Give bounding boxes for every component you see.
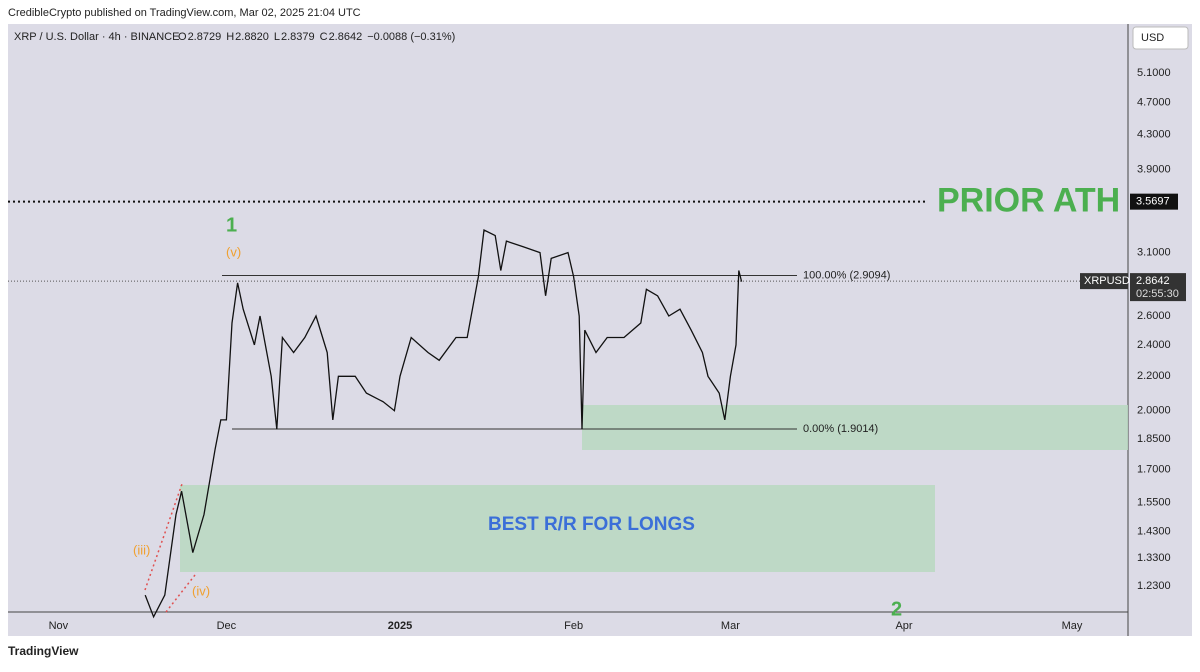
change: −0.0088 (−0.31%)	[367, 31, 455, 43]
ohlc-key: C	[320, 31, 328, 43]
y-tick-label: 2.6000	[1137, 310, 1171, 322]
byline: CredibleCrypto published on TradingView.…	[8, 7, 361, 19]
long-zone	[180, 485, 935, 572]
currency-button[interactable]	[1132, 26, 1189, 50]
wave-label: 1	[226, 214, 237, 236]
y-tick-label: 1.7000	[1137, 463, 1171, 475]
y-tick-label: 2.0000	[1137, 405, 1171, 417]
wave-label: (iv)	[192, 583, 210, 598]
fib-label: 100.00% (2.9094)	[803, 269, 890, 281]
ohlc-key: H	[226, 31, 234, 43]
y-tick-label: 4.7000	[1137, 96, 1171, 108]
x-tick-label: Mar	[721, 620, 740, 632]
last-price-box	[1130, 273, 1186, 302]
wave-label: (iii)	[133, 542, 150, 557]
wave-label: 2	[891, 598, 902, 620]
y-tick-label: 1.5500	[1137, 497, 1171, 509]
y-tick-label: 5.1000	[1137, 67, 1171, 79]
countdown: 02:55:30	[1136, 288, 1179, 300]
ath-text: PRIOR ATH	[937, 182, 1120, 220]
y-tick-label: 2.4000	[1137, 339, 1171, 351]
ath-box	[1130, 193, 1178, 210]
symbol: XRP / U.S. Dollar · 4h · BINANCE	[14, 31, 179, 43]
y-tick-label: 2.2000	[1137, 370, 1171, 382]
y-tick-label: 4.3000	[1137, 128, 1171, 140]
y-tick-label: 3.9000	[1137, 164, 1171, 176]
x-tick-label: Apr	[895, 620, 912, 632]
ohlc-key: L	[274, 31, 280, 43]
x-tick-label: Dec	[217, 620, 237, 632]
y-tick-label: 3.1000	[1137, 246, 1171, 258]
ath-label: 3.5697	[1136, 196, 1170, 208]
last-name: XRPUSD	[1084, 275, 1130, 287]
y-tick-label: 1.4300	[1137, 526, 1171, 538]
ohlc-value: 2.8642	[329, 31, 363, 43]
support-zone	[582, 405, 1128, 450]
ohlc: O 2.8729 H 2.8820 L 2.8379 C 2.8642 −0.0088 (−0.…	[178, 31, 455, 43]
ohlc-value: 2.8820	[235, 31, 269, 43]
y-tick-label: 1.2300	[1137, 580, 1171, 592]
y-tick-label: 1.8500	[1137, 433, 1171, 445]
x-tick-label: Nov	[49, 620, 69, 632]
trend-line	[144, 483, 183, 591]
ohlc-value: 2.8379	[281, 31, 315, 43]
x-tick-label: May	[1062, 620, 1083, 632]
currency[interactable]: USD	[1141, 32, 1164, 44]
footer: TradingView	[8, 644, 79, 658]
x-tick-label: Feb	[564, 620, 583, 632]
last-price-label: 2.8642	[1136, 275, 1170, 287]
ohlc-key: O	[178, 31, 187, 43]
zone-label: BEST R/R FOR LONGS	[488, 514, 695, 535]
fib-label: 0.00% (1.9014)	[803, 423, 878, 435]
last-name-box	[1080, 273, 1128, 290]
ohlc-value: 2.8729	[188, 31, 222, 43]
wave-label: (v)	[226, 244, 241, 259]
price-line	[144, 229, 743, 619]
y-tick-label: 1.3300	[1137, 552, 1171, 564]
x-tick-label: 2025	[388, 620, 412, 632]
